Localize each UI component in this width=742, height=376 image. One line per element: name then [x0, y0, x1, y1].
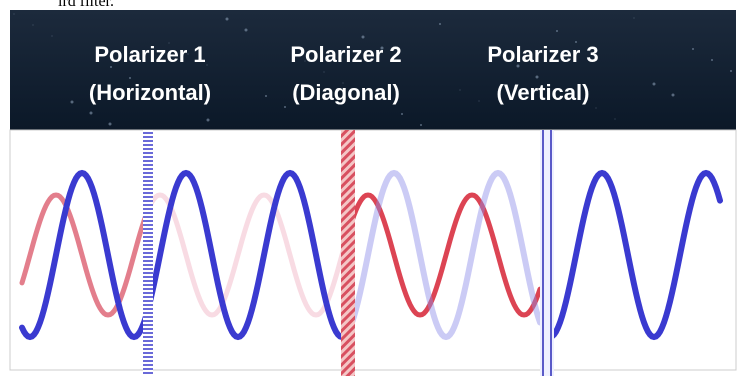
star	[711, 59, 713, 61]
polarizer-orientation: (Horizontal)	[89, 80, 211, 105]
polarizer-orientation: (Vertical)	[497, 80, 590, 105]
star	[109, 123, 112, 126]
star	[672, 94, 675, 97]
polarizer-name: Polarizer 3	[487, 42, 598, 67]
star	[226, 18, 229, 21]
star	[14, 14, 15, 15]
polarizer-2-filter	[341, 130, 355, 376]
star	[207, 119, 210, 122]
star	[479, 101, 480, 102]
star	[615, 119, 616, 120]
scene: ird filter. Polarizer 1 (Horizontal) Pol…	[0, 0, 742, 376]
polarizer-name: Polarizer 1	[94, 42, 205, 67]
star	[556, 30, 558, 32]
star	[207, 65, 208, 66]
star	[401, 113, 403, 115]
star	[362, 36, 365, 39]
star	[284, 106, 286, 108]
caption: ird filter.	[58, 0, 114, 10]
header-background	[10, 10, 736, 130]
star	[596, 108, 597, 109]
star	[634, 18, 635, 19]
star	[129, 77, 131, 79]
star	[420, 124, 422, 126]
polarizer-1-filter	[143, 130, 153, 376]
star	[439, 23, 441, 25]
star	[692, 48, 694, 50]
star	[33, 25, 34, 26]
star	[90, 112, 93, 115]
star	[460, 90, 461, 91]
page: {"caption": "ird filter.", "polarizers":…	[0, 0, 742, 376]
star	[52, 36, 53, 37]
star	[265, 95, 267, 97]
star	[730, 70, 732, 72]
star	[653, 83, 656, 86]
star	[71, 101, 74, 104]
polarizer-orientation: (Diagonal)	[292, 80, 400, 105]
star	[536, 76, 539, 79]
star	[324, 72, 325, 73]
star	[245, 29, 248, 32]
polarizer-name: Polarizer 2	[290, 42, 401, 67]
polarizer-3-filter	[540, 130, 554, 376]
